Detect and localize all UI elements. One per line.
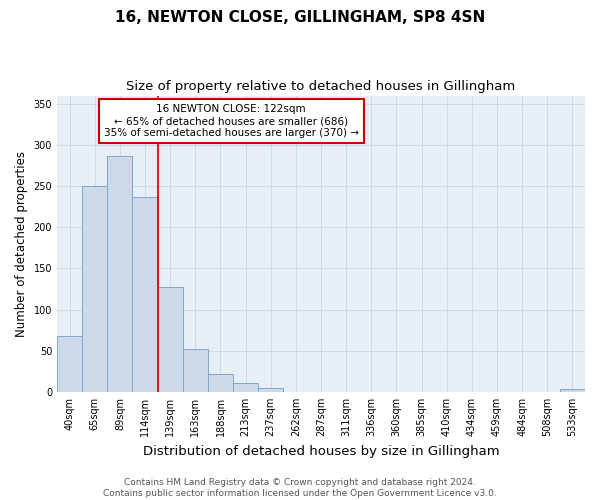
Text: 16 NEWTON CLOSE: 122sqm
← 65% of detached houses are smaller (686)
35% of semi-d: 16 NEWTON CLOSE: 122sqm ← 65% of detache… (104, 104, 359, 138)
Bar (258, 388, 283, 392)
Text: Contains HM Land Registry data © Crown copyright and database right 2024.
Contai: Contains HM Land Registry data © Crown c… (103, 478, 497, 498)
Bar (57, 336, 82, 392)
Bar (107, 156, 133, 392)
Bar (208, 374, 233, 392)
Bar (183, 349, 208, 392)
Bar (133, 197, 158, 392)
Bar (233, 383, 258, 392)
Text: 16, NEWTON CLOSE, GILLINGHAM, SP8 4SN: 16, NEWTON CLOSE, GILLINGHAM, SP8 4SN (115, 10, 485, 25)
Y-axis label: Number of detached properties: Number of detached properties (15, 150, 28, 336)
Title: Size of property relative to detached houses in Gillingham: Size of property relative to detached ho… (127, 80, 515, 93)
Bar (158, 286, 183, 392)
Bar (560, 390, 585, 392)
Bar (82, 186, 107, 392)
X-axis label: Distribution of detached houses by size in Gillingham: Distribution of detached houses by size … (143, 444, 499, 458)
